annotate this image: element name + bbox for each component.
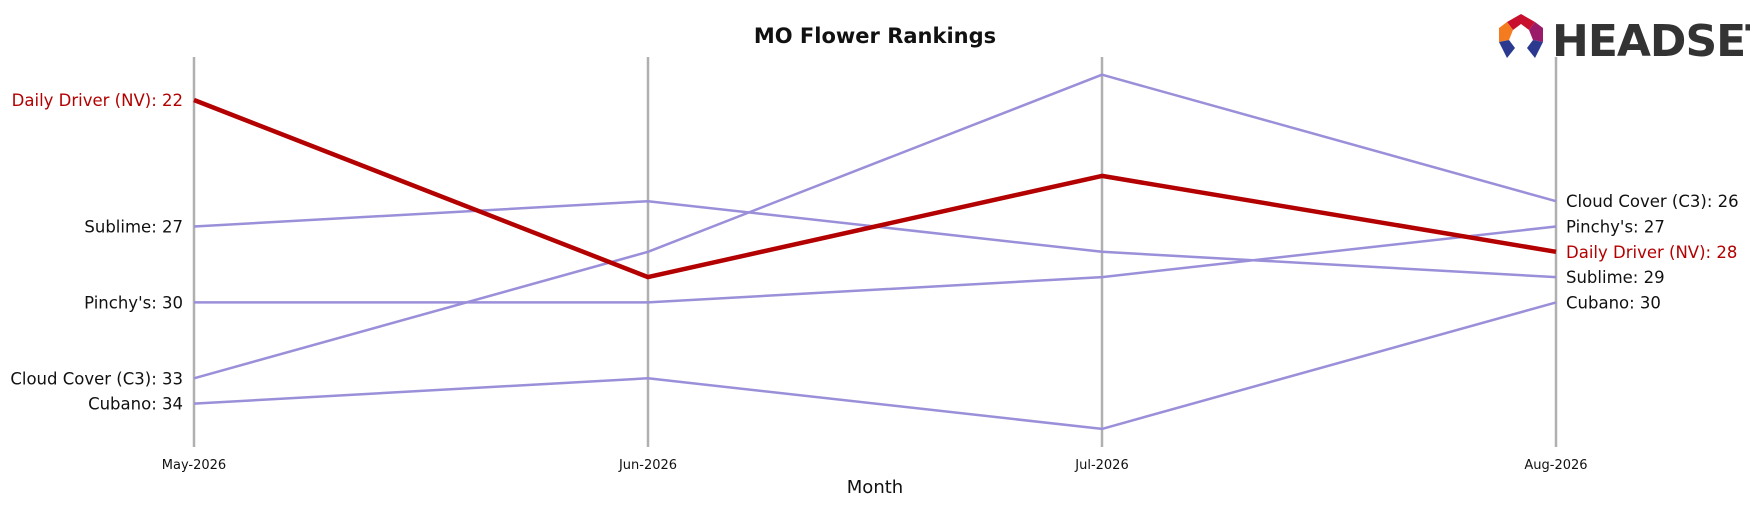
series-line-pinchy-s [194,225,1557,304]
series-line-cubano [193,301,1557,431]
x-tick-label: Jul-2026 [1074,458,1128,473]
start-label: Cubano: 34 [88,395,183,414]
start-label: Daily Driver (NV): 22 [12,91,183,110]
series-lines [193,73,1557,431]
series-line-daily-driver-nv [193,97,1557,280]
month-gridlines [192,57,1558,447]
x-tick-label: Jun-2026 [618,458,677,473]
headset-logo-text: HEADSET [1552,16,1750,67]
end-label: Pinchy's: 27 [1566,218,1665,237]
x-tick-labels: May-2026 Jun-2026 Jul-2026 Aug-2026 [162,458,1588,473]
end-label: Daily Driver (NV): 28 [1566,243,1737,262]
headset-logo-icon [1499,14,1543,58]
series-line-sublime [193,199,1557,279]
series-line-cloud-cover-c3 [193,73,1557,380]
end-label: Cloud Cover (C3): 26 [1566,192,1739,211]
x-axis-label: Month [847,477,903,498]
end-label: Cubano: 30 [1566,293,1661,312]
end-label: Sublime: 29 [1566,268,1665,287]
start-label: Sublime: 27 [84,218,183,237]
x-tick-label: Aug-2026 [1524,458,1587,473]
x-tick-label: May-2026 [162,458,226,473]
chart-title: MO Flower Rankings [754,24,996,48]
start-label: Pinchy's: 30 [84,293,183,312]
end-labels: Cloud Cover (C3): 26 Pinchy's: 27 Daily Dr… [1566,192,1739,312]
start-labels: Daily Driver (NV): 22 Sublime: 27 Pinchy's… [10,91,183,414]
headset-logo: HEADSET [1499,14,1750,67]
start-label: Cloud Cover (C3): 33 [10,369,183,388]
